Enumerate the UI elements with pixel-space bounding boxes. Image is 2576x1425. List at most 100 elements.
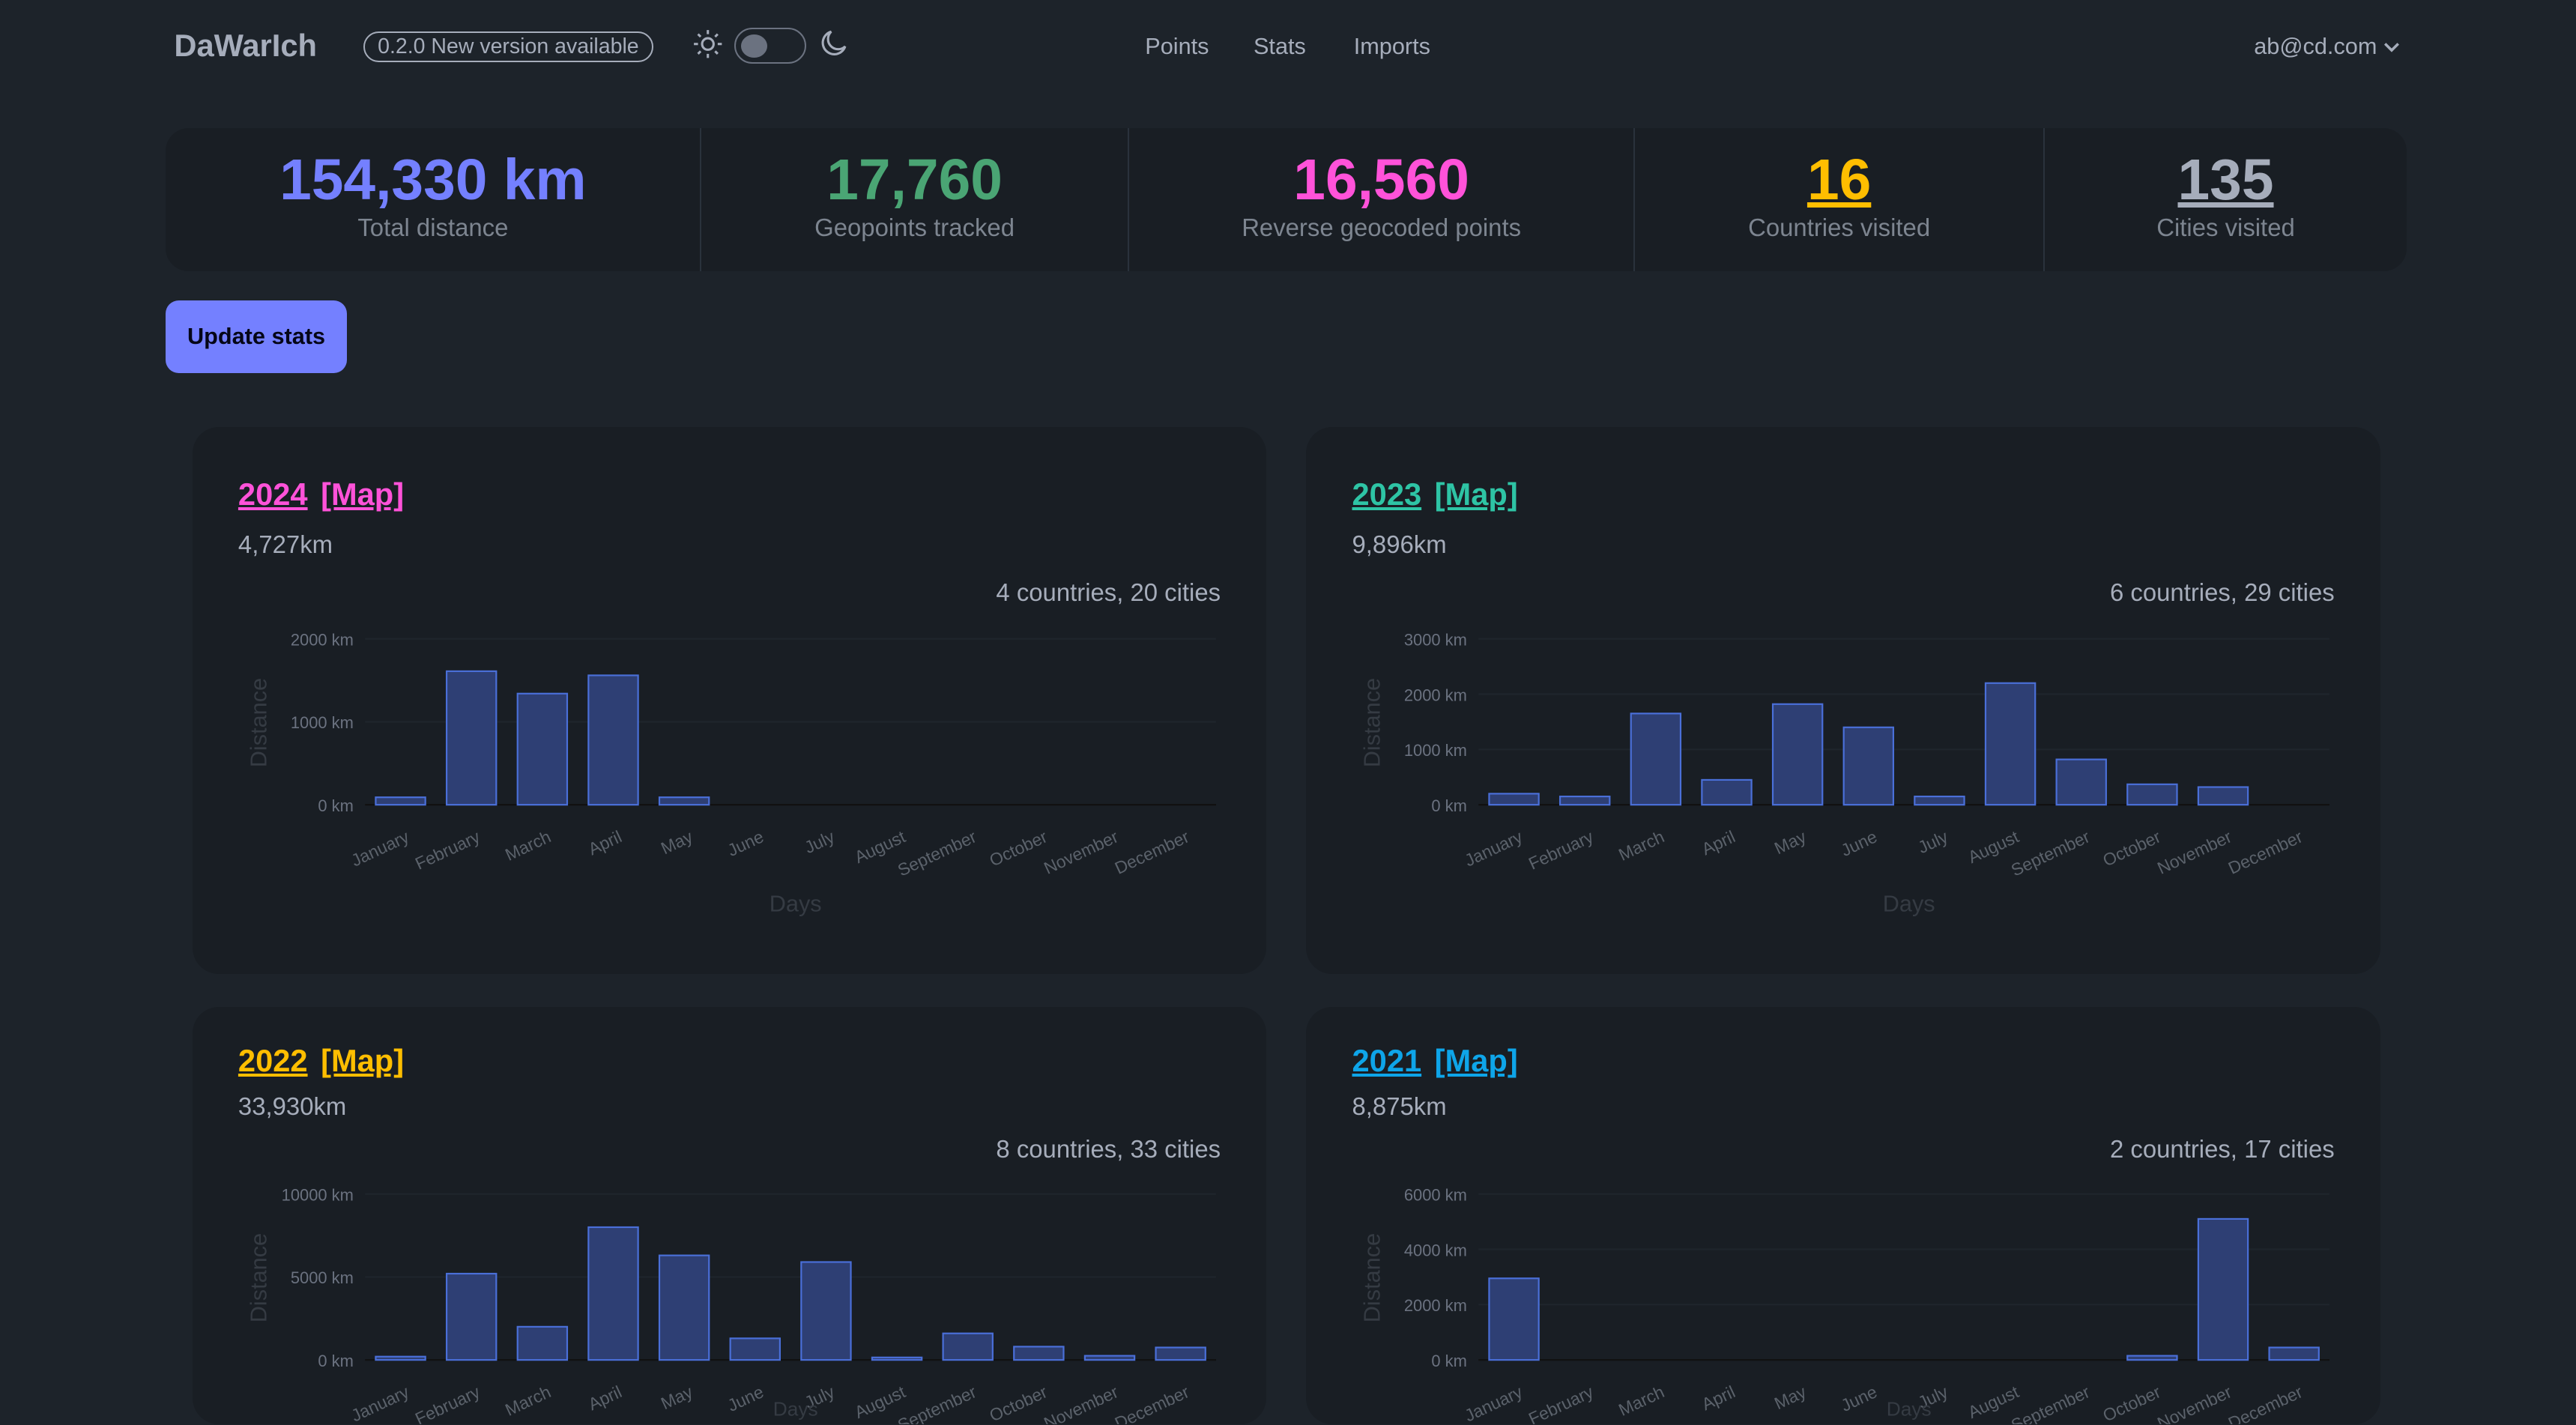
bar-august [1984,682,2037,806]
bar-february [445,1273,497,1361]
x-tick-label: November [2154,1382,2235,1424]
x-tick-label: February [1526,826,1597,874]
x-tick-label: May [1771,1382,1809,1413]
x-tick-label: April [1699,827,1738,859]
bar-november [2197,1218,2249,1361]
stat-3: 16 Countries visited [1635,128,2045,271]
x-tick-label: June [1838,1382,1880,1416]
bar-december [1154,1346,1206,1361]
distance-chart: 0 km 1000 km 2000 km January February March Ap… [245,631,1216,917]
y-tick-label: 4000 km [1404,1241,1467,1260]
y-tick-label: 0 km [318,1352,353,1370]
bar-february [445,670,497,806]
nav-points[interactable]: Points [1145,32,1209,59]
bar-june [1842,726,1895,806]
year-link[interactable]: 2021 [1352,1043,1422,1079]
x-tick-label: February [412,1382,483,1424]
nav-imports[interactable]: Imports [1353,32,1430,59]
bar-july [1914,796,1965,806]
x-tick-label: January [348,1382,412,1424]
map-link[interactable]: [Map] [1434,1043,1518,1079]
sun-icon [694,30,722,58]
x-tick-label: March [502,827,554,865]
bar-january [374,1355,426,1361]
app-logo[interactable]: DaWarIch [174,28,317,64]
x-tick-label: May [658,1382,696,1413]
x-tick-label: December [1111,826,1192,878]
y-axis-label: Distance [1359,678,1385,767]
user-menu[interactable]: ab@cd.com [2254,33,2400,60]
y-tick-label: 0 km [318,796,353,815]
x-tick-label: February [412,826,483,874]
y-tick-label: 0 km [1431,796,1466,815]
bar-february [1559,796,1611,806]
x-axis-label: Days [1887,1398,1932,1421]
x-tick-label: April [585,1382,625,1415]
distance-chart: 0 km 1000 km 2000 km 3000 km January February… [1359,631,2330,917]
stat-label: Geopoints tracked [814,214,1015,242]
map-link[interactable]: [Map] [1434,476,1518,512]
x-tick-label: March [502,1382,554,1421]
update-stats-button[interactable]: Update stats [166,300,347,373]
y-tick-label: 5000 km [290,1269,353,1288]
bar-december [2268,1346,2320,1361]
year-distance: 8,875km [1352,1092,1447,1121]
x-tick-label: November [1041,826,1122,878]
bar-march [516,692,568,806]
x-tick-label: October [2100,1382,2164,1424]
stat-4: 135 Cities visited [2045,128,2407,271]
y-tick-label: 2000 km [290,631,353,650]
bar-january [374,796,426,806]
x-tick-label: May [658,826,696,858]
x-tick-label: June [1838,827,1880,861]
year-distance: 9,896km [1352,530,1447,559]
version-badge[interactable]: 0.2.0 New version available [363,31,654,63]
x-tick-label: September [894,826,979,880]
x-tick-label: March [1615,827,1667,865]
stat-label: Total distance [357,214,509,242]
bar-march [516,1326,568,1361]
x-tick-label: June [724,827,766,861]
year-link[interactable]: 2024 [238,476,308,512]
y-tick-label: 0 km [1431,1352,1466,1370]
y-tick-label: 2000 km [1404,686,1467,704]
stat-2: 16,560 Reverse geocoded points [1129,128,1636,271]
bar-june [729,1337,781,1361]
bar-september [942,1332,994,1361]
y-tick-label: 1000 km [1404,741,1467,760]
y-tick-label: 6000 km [1404,1186,1467,1205]
y-axis-label: Distance [245,678,271,767]
x-axis-label: Days [773,1398,817,1421]
year-distance: 33,930km [238,1092,347,1121]
stat-value: 17,760 [826,148,1003,213]
year-link[interactable]: 2023 [1352,476,1422,512]
bar-april [587,1226,639,1361]
stat-value: 16,560 [1293,148,1469,213]
year-distance: 4,727km [238,530,333,559]
map-link[interactable]: [Map] [321,1043,405,1079]
map-link[interactable]: [Map] [321,476,405,512]
stat-value[interactable]: 135 [2177,148,2274,213]
x-tick-label: December [1111,1382,1192,1424]
x-tick-label: January [1462,1382,1526,1424]
year-link[interactable]: 2022 [238,1043,308,1079]
bar-april [1701,779,1753,806]
bar-january [1488,1277,1540,1361]
bar-november [2197,786,2249,806]
x-tick-label: October [986,1382,1050,1424]
year-summary: 6 countries, 29 cities [2109,578,2335,606]
bar-october [2126,783,2178,806]
year-card-2023: 2023 [Map] 9,896km 6 countries, 29 cities… [1306,427,2381,975]
x-tick-label: September [894,1382,979,1424]
stat-value: 154,330 km [279,148,587,213]
stat-value[interactable]: 16 [1806,148,1872,213]
bar-july [799,1261,852,1361]
year-card-2021: 2021 [Map] 8,875km 2 countries, 17 cities… [1306,1007,2381,1424]
chevron-down-icon [2383,43,2399,52]
x-tick-label: July [1915,826,1952,857]
x-tick-label: July [801,826,838,857]
nav-stats[interactable]: Stats [1253,32,1306,59]
theme-toggle[interactable] [734,28,807,64]
x-tick-label: May [1771,826,1809,858]
y-tick-label: 10000 km [281,1186,353,1205]
